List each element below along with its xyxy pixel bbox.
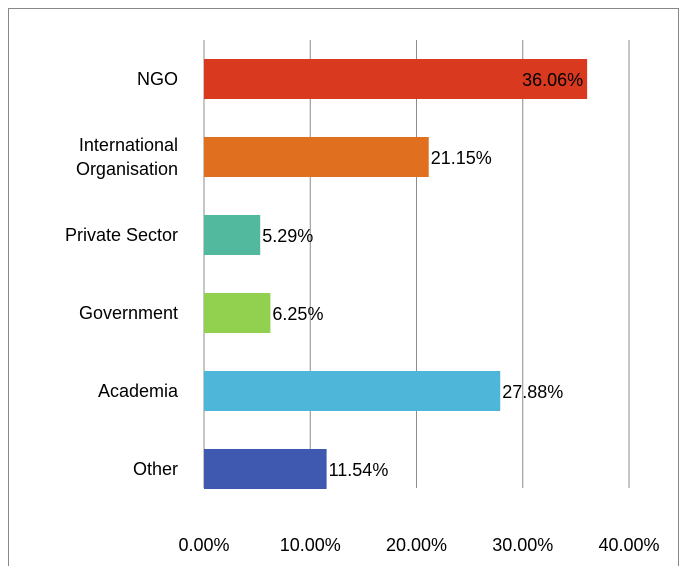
bar [204,59,588,99]
value-label: 27.88% [502,382,563,402]
x-tick-label: 40.00% [598,535,659,555]
value-label: 11.54% [329,460,389,480]
y-tick-label: International Organisation [75,135,178,179]
value-label: 36.06% [522,70,583,90]
y-tick-label: Other [132,459,178,479]
y-tick-label: Government [78,303,178,323]
x-tick-label: 10.00% [280,535,341,555]
bar [204,449,327,489]
value-label: 21.15% [431,148,492,168]
y-tick-label: Private Sector [64,225,178,245]
value-label: 5.29% [262,226,313,246]
x-tick-label: 20.00% [386,535,447,555]
bar [204,215,261,255]
bar [204,293,271,333]
x-tick-label: 30.00% [492,535,553,555]
bar [204,137,429,177]
y-tick-label: NGO [136,69,178,89]
bar [204,371,501,411]
value-label: 6.25% [272,304,323,324]
y-tick-label: Academia [97,381,178,401]
x-tick-label: 0.00% [178,535,229,555]
chart-border [8,8,679,566]
